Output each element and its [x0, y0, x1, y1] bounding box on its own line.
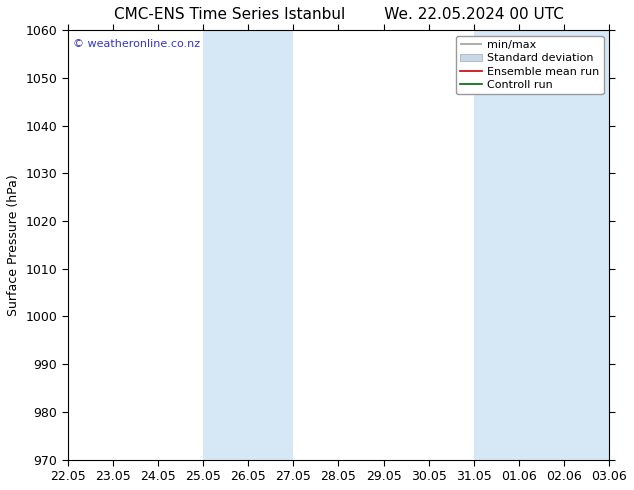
Legend: min/max, Standard deviation, Ensemble mean run, Controll run: min/max, Standard deviation, Ensemble me… [456, 36, 604, 95]
Y-axis label: Surface Pressure (hPa): Surface Pressure (hPa) [7, 174, 20, 316]
Bar [203, 30, 294, 460]
Bar [474, 30, 609, 460]
Text: © weatheronline.co.nz: © weatheronline.co.nz [73, 39, 200, 49]
Title: CMC-ENS Time Series Istanbul        We. 22.05.2024 00 UTC: CMC-ENS Time Series Istanbul We. 22.05.2… [113, 7, 564, 22]
